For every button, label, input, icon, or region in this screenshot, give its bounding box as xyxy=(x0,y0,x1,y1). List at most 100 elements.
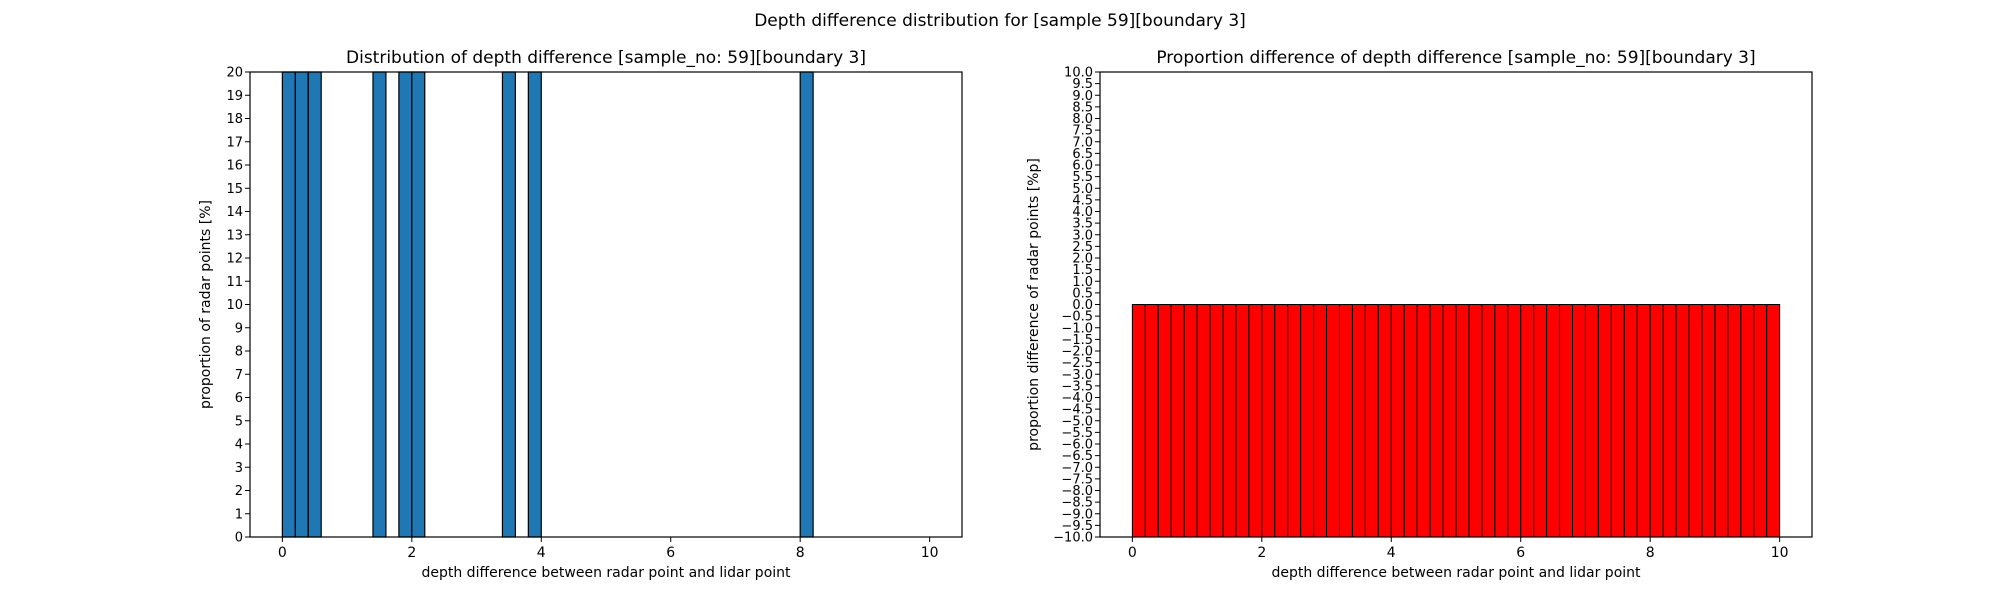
proportion-difference-bar xyxy=(1740,304,1755,538)
distribution-ytick-label: 16 xyxy=(226,159,243,174)
distribution-bar xyxy=(501,71,516,538)
proportion-difference-ytick-label: −4.5 xyxy=(1061,403,1093,418)
proportion-difference-ytick-label: 8.0 xyxy=(1072,112,1093,127)
proportion-difference-xtick-label: 2 xyxy=(1257,545,1266,561)
proportion-difference-bar xyxy=(1766,304,1781,538)
proportion-difference-bar xyxy=(1727,304,1742,538)
distribution-ytick-label: 10 xyxy=(226,298,243,313)
proportion-difference-bar xyxy=(1610,304,1625,538)
proportion-difference-ytick-label: 2.0 xyxy=(1072,252,1093,267)
proportion-difference-bar xyxy=(1261,304,1276,538)
proportion-difference-bar xyxy=(1209,304,1224,538)
proportion-difference-bar xyxy=(1572,304,1586,538)
distribution-bar xyxy=(411,71,426,538)
proportion-difference-ytick-label: 0.0 xyxy=(1072,298,1093,313)
proportion-difference-bar xyxy=(1753,304,1768,538)
proportion-difference-bar xyxy=(1222,304,1237,538)
proportion-difference-chart-ylabel: proportion difference of radar points [%… xyxy=(1026,158,1042,451)
proportion-difference-ytick-label: 3.0 xyxy=(1072,228,1093,243)
proportion-difference-ytick-label: 4.0 xyxy=(1072,205,1093,220)
distribution-ytick-label: 13 xyxy=(226,228,243,243)
proportion-difference-bar xyxy=(1351,304,1366,538)
proportion-difference-ytick-label: 1.0 xyxy=(1072,275,1093,290)
distribution-chart: Distribution of depth difference [sample… xyxy=(198,48,963,581)
distribution-xtick-label: 2 xyxy=(407,545,416,561)
proportion-difference-ytick-label: −0.5 xyxy=(1061,310,1093,325)
proportion-difference-bar xyxy=(1377,304,1392,538)
distribution-bar xyxy=(281,71,296,538)
proportion-difference-bar xyxy=(1636,304,1651,538)
proportion-difference-bar xyxy=(1300,304,1315,538)
distribution-ytick-label: 1 xyxy=(235,507,243,522)
proportion-difference-ytick-label: 5.0 xyxy=(1072,182,1093,197)
proportion-difference-bar xyxy=(1429,304,1444,538)
proportion-difference-bar xyxy=(1546,304,1561,538)
proportion-difference-ytick-label: −6.0 xyxy=(1061,438,1093,453)
distribution-ytick-label: 18 xyxy=(226,112,243,127)
proportion-difference-xtick-label: 8 xyxy=(1646,545,1655,561)
proportion-difference-bar xyxy=(1533,304,1548,538)
distribution-xtick-label: 4 xyxy=(537,545,546,561)
proportion-difference-ytick-label: 7.0 xyxy=(1072,135,1093,150)
distribution-ytick-label: 8 xyxy=(235,345,243,360)
distribution-ytick-label: 19 xyxy=(226,89,243,104)
proportion-difference-bar xyxy=(1520,304,1535,538)
proportion-difference-chart-xlabel: depth difference between radar point and… xyxy=(1271,565,1641,581)
proportion-difference-bar xyxy=(1364,304,1379,538)
proportion-difference-ytick-label: 0.5 xyxy=(1072,286,1093,301)
proportion-difference-ytick-label: 10.0 xyxy=(1064,66,1093,81)
proportion-difference-ytick-label: 2.5 xyxy=(1072,240,1093,255)
proportion-difference-ytick-label: −2.5 xyxy=(1061,356,1093,371)
distribution-ytick-label: 14 xyxy=(226,205,243,220)
proportion-difference-ytick-label: −8.0 xyxy=(1061,484,1093,499)
distribution-bar xyxy=(294,71,309,538)
proportion-difference-bar xyxy=(1507,304,1522,538)
proportion-difference-bar xyxy=(1144,304,1159,538)
distribution-ytick-label: 5 xyxy=(235,414,243,429)
distribution-bar xyxy=(799,71,814,538)
proportion-difference-bar xyxy=(1494,304,1509,538)
proportion-difference-bar xyxy=(1274,304,1289,538)
proportion-difference-chart: Proportion difference of depth differenc… xyxy=(1026,48,1813,581)
proportion-difference-ytick-label: 6.5 xyxy=(1072,147,1093,162)
distribution-ytick-label: 9 xyxy=(235,321,243,336)
distribution-bar xyxy=(398,71,413,538)
proportion-difference-ytick-label: 3.5 xyxy=(1072,217,1093,232)
proportion-difference-ytick-label: −3.5 xyxy=(1061,379,1093,394)
proportion-difference-ytick-label: −1.0 xyxy=(1061,321,1093,336)
proportion-difference-bar xyxy=(1131,304,1146,538)
proportion-difference-bar xyxy=(1338,304,1353,538)
proportion-difference-ytick-label: −7.5 xyxy=(1061,472,1093,487)
proportion-difference-ytick-label: 4.5 xyxy=(1072,193,1093,208)
distribution-ytick-label: 3 xyxy=(235,461,243,476)
proportion-difference-bar xyxy=(1416,304,1431,538)
proportion-difference-xtick-label: 6 xyxy=(1516,545,1525,561)
distribution-xtick-label: 6 xyxy=(666,545,675,561)
distribution-ytick-label: 15 xyxy=(226,182,243,197)
proportion-difference-bar xyxy=(1662,304,1677,538)
proportion-difference-ytick-label: −1.5 xyxy=(1061,333,1093,348)
proportion-difference-bar xyxy=(1442,304,1457,538)
distribution-ytick-label: 0 xyxy=(235,531,243,546)
proportion-difference-bar xyxy=(1287,304,1302,538)
proportion-difference-ytick-label: 5.5 xyxy=(1072,170,1093,185)
proportion-difference-ytick-label: 7.5 xyxy=(1072,124,1093,139)
proportion-difference-bar xyxy=(1390,304,1405,538)
proportion-difference-ytick-label: 8.5 xyxy=(1072,100,1093,115)
distribution-xtick-label: 8 xyxy=(796,545,805,561)
proportion-difference-bar xyxy=(1313,304,1328,538)
distribution-ytick-label: 4 xyxy=(235,438,243,453)
proportion-difference-ytick-label: −4.0 xyxy=(1061,391,1093,406)
proportion-difference-ytick-label: −6.5 xyxy=(1061,449,1093,464)
proportion-difference-bar xyxy=(1675,304,1690,538)
proportion-difference-ytick-label: −5.0 xyxy=(1061,414,1093,429)
distribution-chart-ylabel: proportion of radar points [%] xyxy=(198,200,214,409)
proportion-difference-bar xyxy=(1157,304,1172,538)
proportion-difference-bar xyxy=(1597,304,1612,538)
proportion-difference-xtick-label: 10 xyxy=(1771,545,1789,561)
proportion-difference-bar xyxy=(1248,304,1263,538)
proportion-difference-ytick-label: −9.0 xyxy=(1061,507,1093,522)
proportion-difference-chart-title: Proportion difference of depth differenc… xyxy=(1156,48,1755,68)
distribution-chart-xlabel: depth difference between radar point and… xyxy=(421,565,791,581)
